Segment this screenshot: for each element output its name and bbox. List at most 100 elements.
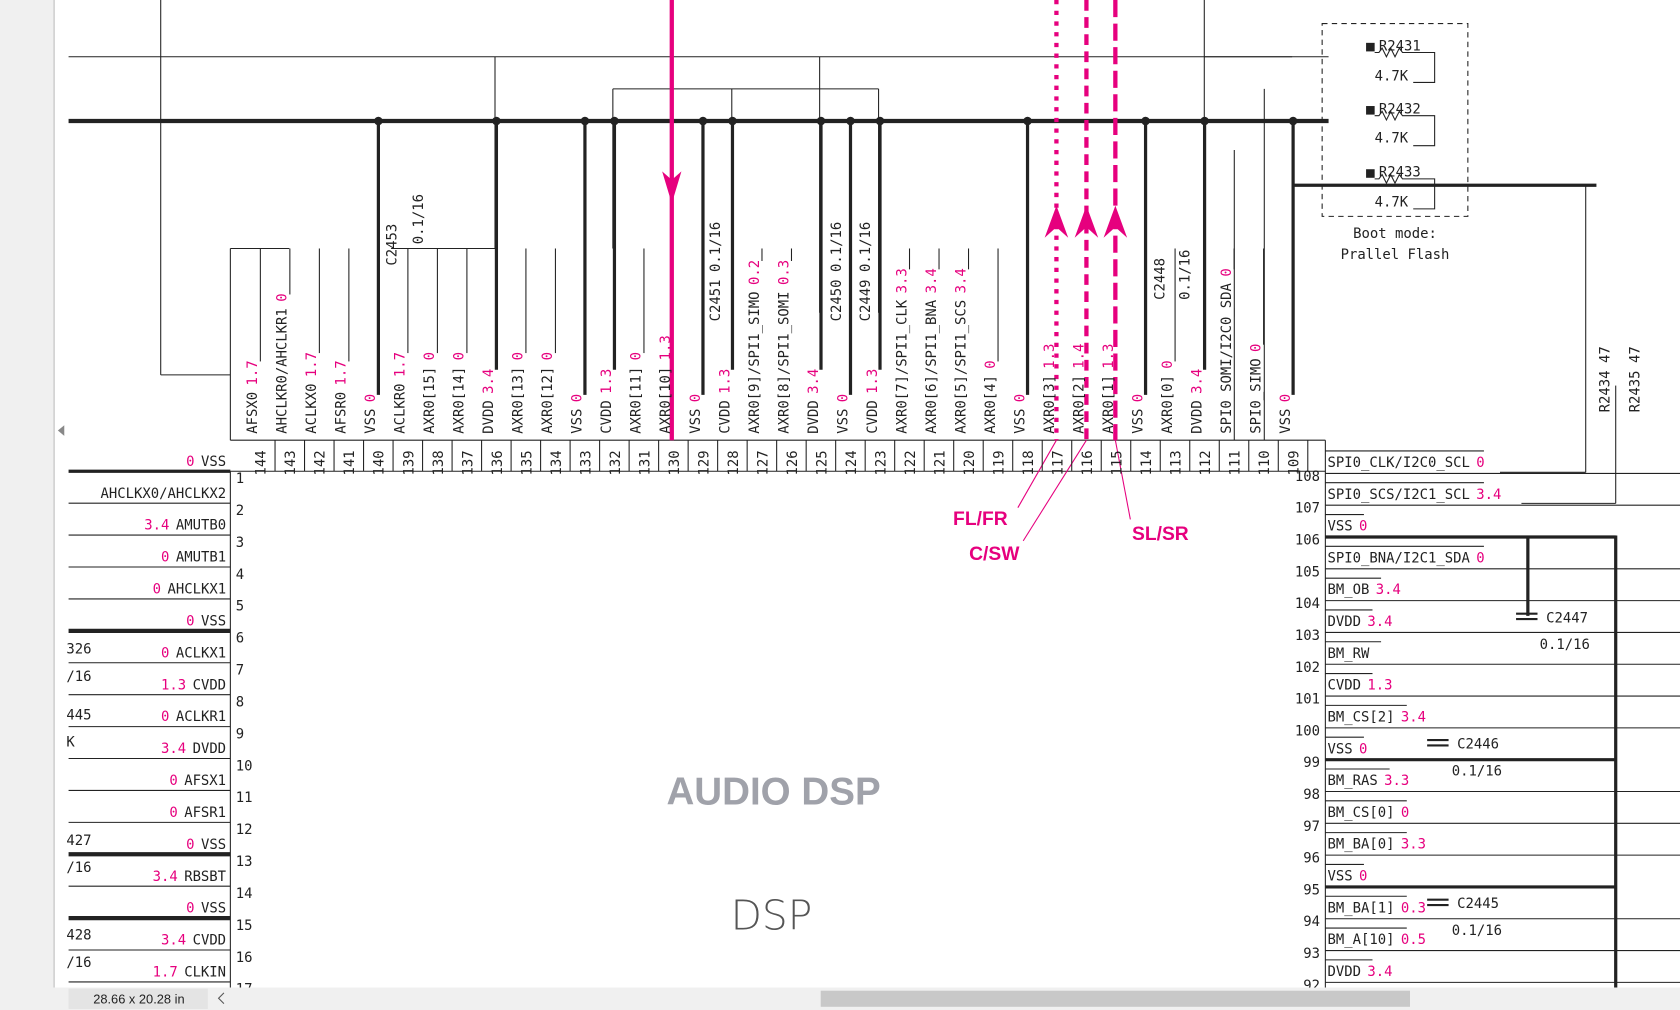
pin-label: DVDD 3.4 [1328,964,1393,980]
pin-number: 97 [1303,819,1320,835]
pin-name: VSS [1130,409,1146,434]
pin-name: AFSX1 [184,773,226,789]
pin-number: 118 [1021,450,1037,475]
leader-line [1022,439,1087,542]
pin-name: AXR0[0] [1160,375,1176,434]
pin-label: AXR0[6]/SPI1_BNA 3.4 [924,268,940,433]
pin-voltage: 3.3 [894,268,910,293]
component-ref: /16 [66,860,91,876]
component-value: 4.7K [1375,195,1409,211]
component-ref: R2432 [1379,102,1421,118]
component-ref: /16 [66,955,91,971]
pin-number: 13 [236,854,253,870]
pin-number: 7 [236,663,244,679]
pin-voltage: 0 [1401,805,1409,821]
pin-name: VSS [688,409,704,434]
pin-number: 140 [372,450,388,475]
pin-label: AXR0[0] 0 [1160,360,1176,433]
resistor-pin [1366,169,1375,178]
pin-label: DVDD 3.4 [1189,369,1205,434]
pin-label: BM_BA[1] 0.3 [1328,900,1427,916]
pin-label: VSS 0 [1012,394,1028,434]
component-ref: R2433 [1379,165,1421,181]
boot-mode-box [1321,23,1469,217]
pin-name: VSS [570,409,586,434]
pin-voltage: 3.3 [1384,773,1409,789]
pin-name: AHCLKR0/AHCLKR1 [275,308,291,434]
pin-number: 95 [1303,882,1320,898]
pin-label: SPI0_BNA/I2C1_SDA 0 [1328,550,1485,566]
pin-voltage: 1.3 [1101,344,1117,369]
pin-number: 10 [236,758,253,774]
pin-number: 101 [1295,692,1320,708]
pin-name: AXR0[1] [1101,375,1117,434]
pin-number: 121 [932,450,948,475]
pin-number: 117 [1050,450,1066,475]
pin-voltage: 0 [363,394,379,402]
pin-voltage: 0.2 [747,260,763,285]
pin-name: AFSR0 [334,392,350,434]
pin-number: 12 [236,822,253,838]
pin-number: 14 [236,886,253,902]
pin-voltage: 3.4 [953,268,969,293]
resistor [1374,110,1436,147]
pin-number: 102 [1295,660,1320,676]
pin-voltage: 0 [169,773,177,789]
pin-label: VSS 0 [688,394,704,434]
component-ref: R2435 [1627,370,1643,412]
pin-number: 11 [236,790,253,806]
pin-voltage: 3.4 [806,369,822,394]
junction [374,116,383,126]
pin-voltage: 0 [1476,455,1484,471]
pin-name: AXR0[5]/SPI1_SCS [953,300,969,434]
pin-label: AXR0[3] 1.3 [1042,344,1058,434]
pin-label: AXR0[15] 0 [422,352,438,434]
pin-label: AFSR0 1.7 [334,360,350,433]
pin-label: ACLKX0 1.7 [304,352,320,434]
pin-label: VSS 0 [1278,394,1294,434]
pin-label: SPI0_SOMI/I2C0_SDA 0 [1219,268,1235,433]
pin-voltage: 0 [835,394,851,402]
pin-label: AFSX0 1.7 [245,360,261,433]
signal-arrow [662,171,682,204]
pin-name: BM_BA[0] [1328,837,1395,853]
pin-number: 106 [1295,533,1320,549]
pin-name: VSS [1328,869,1353,885]
pin-voltage: 1.7 [334,360,350,385]
pin-voltage: 1.4 [1071,344,1087,369]
signal-label: FL/FR [953,509,1008,530]
pin-voltage: 1.7 [245,360,261,385]
collapse-arrow[interactable] [57,425,65,436]
component-label: C2450 0.1/16 [829,222,845,322]
pin-number: 94 [1303,914,1320,930]
pin-name: BM_OB [1328,582,1370,598]
pin-name: ACLKX1 [176,645,226,661]
signal-label: SL/SR [1132,524,1189,545]
pin-label: VSS 0 [1130,394,1146,434]
pin-voltage: 0 [688,394,704,402]
pin-label: 0 AFSX1 [169,773,226,789]
component-label: C2449 0.1/16 [858,222,874,322]
scroll-left[interactable] [217,992,225,1004]
pin-number: 3 [236,535,244,551]
pin-label: BM_A[10] 0.5 [1328,932,1427,948]
pin-label: 0 VSS [186,613,226,629]
pin-name: AXR0[4] [983,375,999,434]
scrollbar-thumb[interactable] [820,990,1410,1007]
pin-label: 0 VSS [186,837,226,853]
pin-voltage: 0 [1278,394,1294,402]
component-label: R2434 47 [1597,346,1613,412]
pin-label: 3.4 CVDD [161,933,226,949]
pin-number: 139 [401,450,417,475]
pin-number: 115 [1109,450,1125,475]
signal-highlights [662,0,1131,542]
pin-name: VSS [1012,409,1028,434]
pin-name: CVDD [193,677,227,693]
pin-name: AFSR1 [184,805,226,821]
pin-name: AXR0[8]/SPI1_SOMI [776,291,792,433]
pin-number: 107 [1295,501,1320,517]
pin-number: 4 [236,567,244,583]
pin-voltage: 3.4 [1401,709,1426,725]
